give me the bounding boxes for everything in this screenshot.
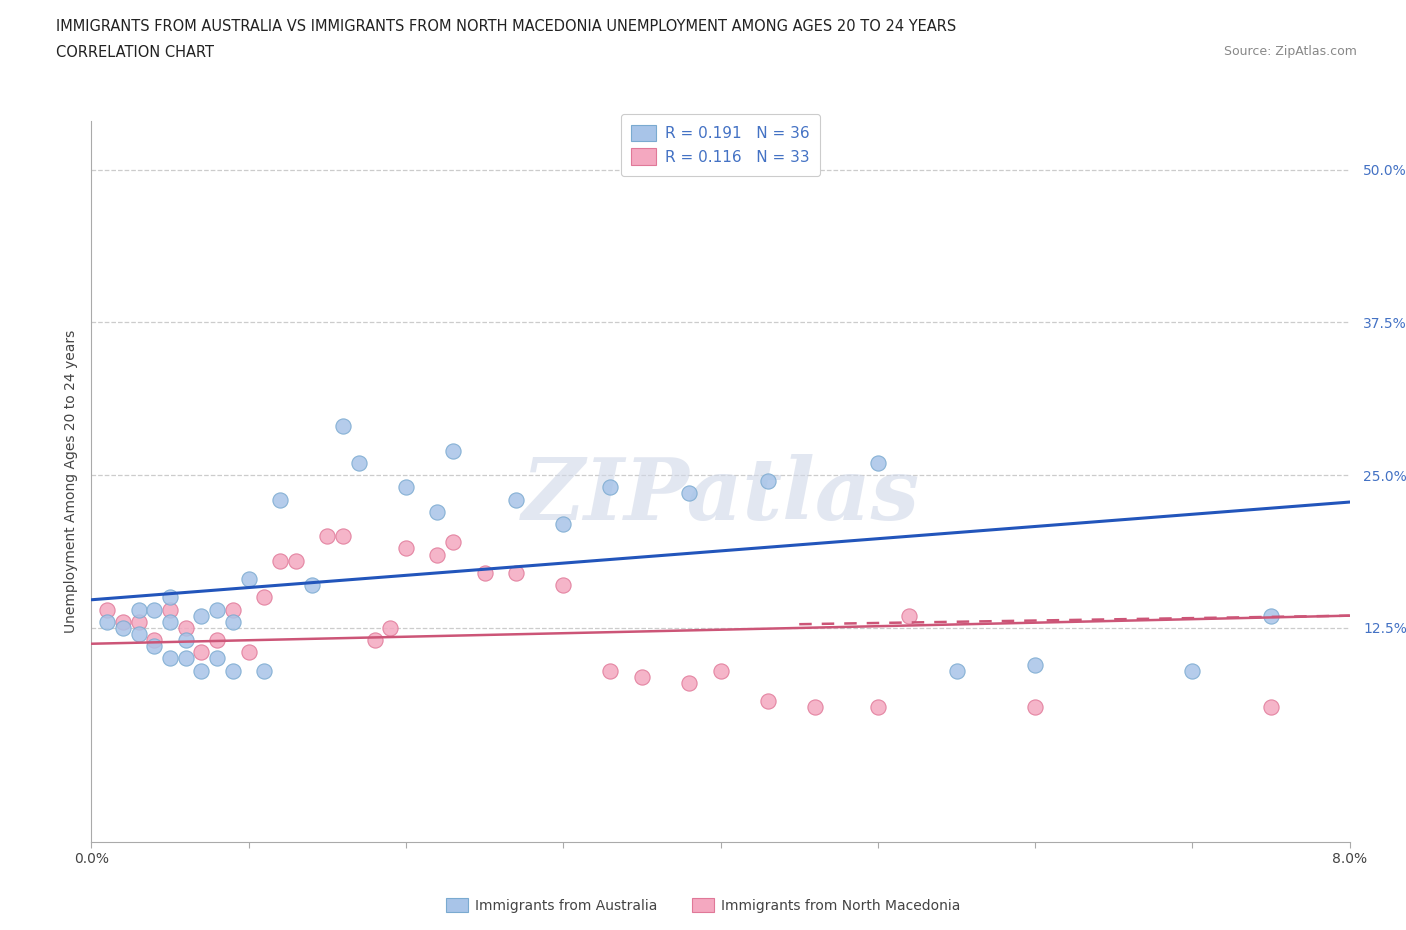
Point bbox=[756, 694, 779, 709]
Point bbox=[222, 602, 245, 617]
Text: ZIPatlas: ZIPatlas bbox=[522, 454, 920, 538]
Point bbox=[205, 651, 228, 666]
Point bbox=[1260, 700, 1282, 715]
Point bbox=[128, 627, 150, 642]
Point bbox=[945, 663, 967, 678]
Text: IMMIGRANTS FROM AUSTRALIA VS IMMIGRANTS FROM NORTH MACEDONIA UNEMPLOYMENT AMONG : IMMIGRANTS FROM AUSTRALIA VS IMMIGRANTS … bbox=[56, 19, 956, 33]
Point bbox=[1024, 658, 1046, 672]
Point bbox=[143, 632, 166, 647]
Point bbox=[159, 590, 181, 604]
Point bbox=[505, 565, 527, 580]
Point bbox=[174, 651, 197, 666]
Point bbox=[426, 547, 449, 562]
Point bbox=[866, 456, 889, 471]
Point bbox=[253, 663, 276, 678]
Point bbox=[222, 663, 245, 678]
Legend: Immigrants from Australia, Immigrants from North Macedonia: Immigrants from Australia, Immigrants fr… bbox=[440, 893, 966, 919]
Point bbox=[205, 632, 228, 647]
Point bbox=[866, 700, 889, 715]
Point bbox=[332, 529, 354, 544]
Point bbox=[1024, 700, 1046, 715]
Point bbox=[238, 644, 260, 659]
Y-axis label: Unemployment Among Ages 20 to 24 years: Unemployment Among Ages 20 to 24 years bbox=[63, 329, 77, 633]
Point bbox=[143, 602, 166, 617]
Legend: R = 0.191   N = 36, R = 0.116   N = 33: R = 0.191 N = 36, R = 0.116 N = 33 bbox=[621, 114, 820, 176]
Point bbox=[709, 663, 731, 678]
Point bbox=[441, 444, 464, 458]
Point bbox=[159, 615, 181, 630]
Point bbox=[301, 578, 323, 592]
Point bbox=[756, 474, 779, 489]
Point bbox=[238, 572, 260, 587]
Point bbox=[804, 700, 827, 715]
Point bbox=[380, 620, 402, 635]
Point bbox=[190, 608, 212, 623]
Point bbox=[678, 486, 700, 501]
Text: CORRELATION CHART: CORRELATION CHART bbox=[56, 45, 214, 60]
Point bbox=[190, 644, 212, 659]
Point bbox=[159, 651, 181, 666]
Point bbox=[395, 541, 418, 556]
Point bbox=[316, 529, 339, 544]
Point bbox=[111, 615, 134, 630]
Point bbox=[96, 602, 118, 617]
Point bbox=[1181, 663, 1204, 678]
Point bbox=[631, 670, 654, 684]
Point bbox=[898, 608, 921, 623]
Point bbox=[111, 620, 134, 635]
Point bbox=[174, 620, 197, 635]
Point bbox=[205, 602, 228, 617]
Point bbox=[474, 565, 496, 580]
Point bbox=[253, 590, 276, 604]
Point bbox=[174, 632, 197, 647]
Point bbox=[678, 675, 700, 690]
Point bbox=[505, 492, 527, 507]
Point bbox=[347, 456, 370, 471]
Point bbox=[128, 615, 150, 630]
Point bbox=[159, 602, 181, 617]
Point bbox=[395, 480, 418, 495]
Point bbox=[599, 480, 621, 495]
Point bbox=[553, 516, 575, 531]
Point bbox=[269, 553, 291, 568]
Point bbox=[1260, 608, 1282, 623]
Point bbox=[190, 663, 212, 678]
Point bbox=[128, 602, 150, 617]
Point bbox=[269, 492, 291, 507]
Point bbox=[599, 663, 621, 678]
Point bbox=[96, 615, 118, 630]
Point bbox=[426, 504, 449, 519]
Text: Source: ZipAtlas.com: Source: ZipAtlas.com bbox=[1223, 45, 1357, 58]
Point bbox=[441, 535, 464, 550]
Point bbox=[143, 639, 166, 654]
Point bbox=[332, 418, 354, 433]
Point bbox=[363, 632, 385, 647]
Point bbox=[284, 553, 307, 568]
Point bbox=[222, 615, 245, 630]
Point bbox=[553, 578, 575, 592]
